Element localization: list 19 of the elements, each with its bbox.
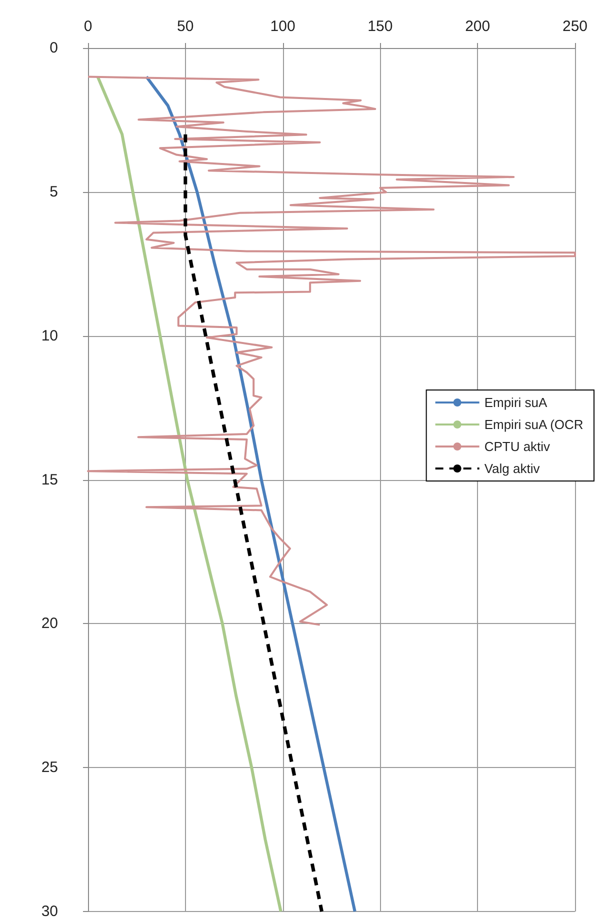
legend-label: Empiri suA bbox=[484, 395, 548, 410]
line-series bbox=[144, 75, 356, 913]
y-tick-label: 20 bbox=[41, 615, 58, 632]
line-series bbox=[96, 75, 282, 913]
x-tick-label: 150 bbox=[368, 18, 393, 35]
y-tick-label: 30 bbox=[41, 903, 58, 919]
legend-label: Empiri suA (OCR bbox=[484, 417, 584, 432]
y-tick-label: 15 bbox=[41, 471, 58, 488]
y-tick-label: 25 bbox=[41, 759, 58, 776]
x-tick-label: 50 bbox=[177, 18, 194, 35]
x-tick-label: 200 bbox=[465, 18, 490, 35]
legend-label: CPTU aktiv bbox=[484, 439, 551, 454]
y-tick-label: 5 bbox=[50, 183, 58, 200]
y-tick-label: 0 bbox=[50, 40, 58, 56]
x-tick-label: 250 bbox=[562, 18, 588, 35]
legend-label: Valg aktiv bbox=[484, 461, 540, 476]
x-tick-label: 100 bbox=[270, 18, 296, 35]
x-tick-label: 0 bbox=[84, 18, 92, 35]
y-tick-label: 10 bbox=[41, 327, 58, 344]
